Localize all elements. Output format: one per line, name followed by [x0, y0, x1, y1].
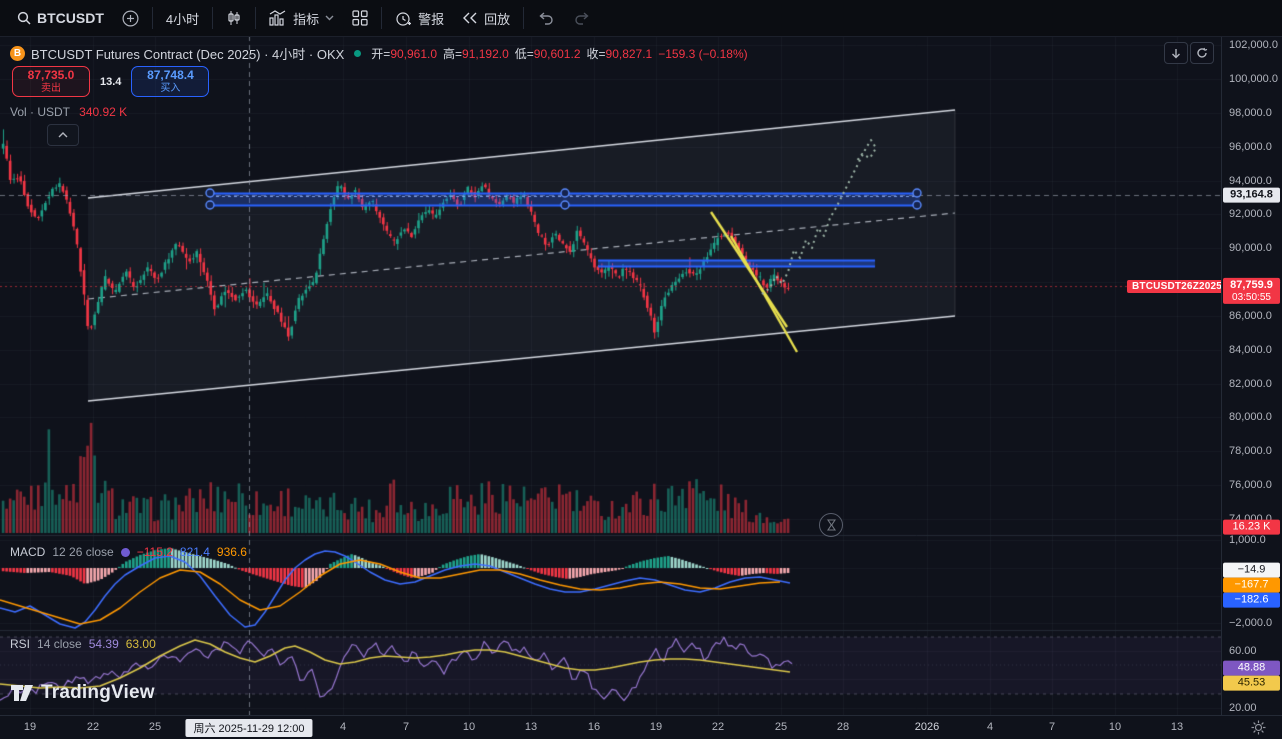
indicators-button[interactable]: 指标 — [260, 4, 343, 32]
time-tick: 28 — [836, 721, 850, 733]
interval-button[interactable]: 4小时 — [157, 4, 208, 32]
sell-label: 卖出 — [41, 82, 61, 94]
time-tick: 4 — [339, 721, 347, 733]
undo-icon — [539, 12, 553, 25]
replay-label: 回放 — [484, 11, 511, 27]
interval-label: 4小时 — [165, 11, 200, 27]
gear-icon[interactable] — [1251, 720, 1266, 738]
price-tick: 20.00 — [1229, 702, 1257, 714]
symbol-name: BTCUSDT — [37, 10, 104, 26]
time-tick: 22 — [86, 721, 100, 733]
buy-button[interactable]: 87,748.4 买入 — [131, 66, 210, 98]
toolbar-divider — [523, 7, 525, 29]
time-tick: 2026 — [914, 721, 940, 733]
time-axis[interactable]: 19 22 25 4 7 10 13 16 19 22 25 28 2026 4 7 10 13 周六 2025-… — [0, 715, 1282, 739]
price-tick: 92,000.0 — [1229, 208, 1272, 220]
price-tick: 84,000.0 — [1229, 344, 1272, 356]
toolbar-divider — [255, 7, 257, 29]
price-tick: −2,000.0 — [1229, 617, 1273, 629]
time-tick: 25 — [774, 721, 788, 733]
undo-button[interactable] — [528, 4, 564, 32]
time-tick: 4 — [986, 721, 994, 733]
time-tick: 7 — [1048, 721, 1056, 733]
price-tick: 78,000.0 — [1229, 445, 1272, 457]
compare-add-button[interactable] — [113, 4, 148, 32]
price-axis[interactable]: 102,000.0 100,000.0 98,000.0 96,000.0 94,000… — [1221, 36, 1282, 715]
price-tick: 102,000.0 — [1229, 39, 1278, 51]
volume-value-chip: 16.23 K — [1223, 519, 1280, 535]
sell-button[interactable]: 87,735.0 卖出 — [12, 66, 90, 98]
time-tick: 13 — [524, 721, 538, 733]
top-toolbar: BTCUSDT 4小时 指标 警报 回放 — [0, 0, 1282, 37]
time-tick: 22 — [711, 721, 725, 733]
rsi-ma-value-chip: 45.53 — [1223, 675, 1280, 691]
price-tick: 60.00 — [1229, 645, 1257, 657]
price-chart-canvas[interactable] — [0, 36, 1222, 715]
time-tick: 13 — [1170, 721, 1184, 733]
price-tick: 86,000.0 — [1229, 310, 1272, 322]
macd-hist-value-chip: −14.9 — [1223, 562, 1280, 578]
indicators-label: 指标 — [293, 11, 320, 27]
candlestick-icon — [228, 11, 240, 25]
crosshair-price-chip: 93,164.8 — [1223, 187, 1280, 203]
crosshair-time-chip: 周六 2025-11-29 12:00 — [185, 719, 313, 737]
time-tick: 7 — [402, 721, 410, 733]
rewind-icon — [463, 12, 477, 24]
reload-button[interactable] — [1190, 42, 1214, 64]
price-tick: 100,000.0 — [1229, 73, 1278, 85]
toolbar-divider — [212, 7, 214, 29]
price-tick: 96,000.0 — [1229, 141, 1272, 153]
redo-button[interactable] — [564, 4, 600, 32]
alert-button[interactable]: 警报 — [386, 4, 453, 32]
alerts-label: 警报 — [418, 11, 445, 27]
price-tick: 94,000.0 — [1229, 175, 1272, 187]
price-tick: 1,000.0 — [1229, 534, 1266, 546]
layout-templates-button[interactable] — [343, 4, 377, 32]
rsi-value-chip: 48.88 — [1223, 660, 1280, 676]
toolbar-divider — [151, 7, 153, 29]
replay-button[interactable]: 回放 — [453, 4, 519, 32]
macd-signal-value-chip: −167.7 — [1223, 577, 1280, 593]
price-tick: 76,000.0 — [1229, 479, 1272, 491]
chart-stage: B BTCUSDT Futures Contract (Dec 2025) · … — [0, 36, 1282, 739]
price-tick: 80,000.0 — [1229, 411, 1272, 423]
toolbar-divider — [381, 7, 383, 29]
plus-circle-icon — [122, 9, 139, 27]
time-tick: 10 — [462, 721, 476, 733]
redo-icon — [575, 12, 589, 25]
alarm-clock-icon — [396, 11, 412, 26]
chevron-up-icon — [58, 132, 68, 138]
time-tick: 25 — [148, 721, 162, 733]
price-tick: 98,000.0 — [1229, 107, 1272, 119]
symbol-search-button[interactable]: BTCUSDT — [8, 4, 113, 32]
time-tick: 16 — [587, 721, 601, 733]
last-price-chip: 87,759.9 03:50:55 — [1223, 277, 1280, 305]
arrow-down-icon — [1172, 48, 1180, 58]
price-tick: 90,000.0 — [1229, 242, 1272, 254]
buy-label: 买入 — [160, 82, 181, 94]
indicators-icon — [269, 10, 286, 26]
grid-icon — [352, 10, 368, 26]
macd-line-value-chip: −182.6 — [1223, 592, 1280, 608]
buy-price: 87,748.4 — [147, 68, 194, 82]
chevron-down-icon — [325, 15, 334, 21]
time-tick: 19 — [23, 721, 37, 733]
sell-price: 87,735.0 — [27, 68, 75, 82]
time-tick: 19 — [649, 721, 663, 733]
chart-style-button[interactable] — [217, 4, 251, 32]
collapse-legend-button[interactable] — [47, 124, 79, 146]
refresh-icon — [1197, 47, 1208, 58]
time-tick: 10 — [1108, 721, 1122, 733]
price-tick: 82,000.0 — [1229, 378, 1272, 390]
scroll-down-button[interactable] — [1164, 42, 1188, 64]
search-icon — [17, 11, 31, 25]
